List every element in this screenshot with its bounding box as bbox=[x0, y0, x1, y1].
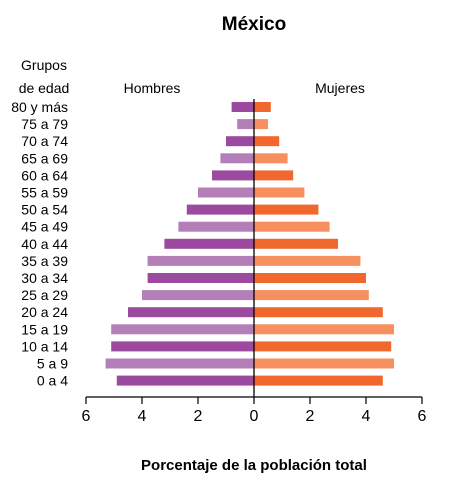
bar-mujeres bbox=[254, 324, 394, 335]
age-group-label: 5 a 9 bbox=[37, 356, 68, 372]
age-group-label: 50 a 54 bbox=[21, 202, 68, 218]
bar-hombres bbox=[226, 136, 254, 147]
bar-mujeres bbox=[254, 358, 394, 369]
x-tick-label: 4 bbox=[138, 408, 147, 425]
age-group-label: 75 a 79 bbox=[21, 116, 68, 132]
bar-mujeres bbox=[254, 153, 288, 164]
age-group-label: 55 a 59 bbox=[21, 185, 68, 201]
bar-mujeres bbox=[254, 102, 271, 112]
bar-hombres bbox=[142, 290, 254, 301]
bar-hombres bbox=[178, 221, 254, 232]
x-tick-label: 6 bbox=[418, 408, 427, 425]
chart-title: México bbox=[222, 14, 286, 35]
bar-hombres bbox=[111, 324, 254, 335]
bar-mujeres bbox=[254, 290, 369, 301]
age-group-label: 15 a 19 bbox=[21, 321, 68, 337]
x-tick-label: 4 bbox=[362, 408, 371, 425]
bar-mujeres bbox=[254, 255, 361, 266]
bar-mujeres bbox=[254, 273, 366, 283]
x-tick-label: 6 bbox=[82, 408, 91, 425]
bar-mujeres bbox=[254, 136, 280, 147]
age-group-label: 65 a 69 bbox=[21, 150, 68, 166]
bar-mujeres bbox=[254, 221, 330, 232]
bar-mujeres bbox=[254, 204, 319, 215]
bar-mujeres bbox=[254, 375, 383, 386]
bar-mujeres bbox=[254, 238, 338, 249]
bar-hombres bbox=[164, 238, 254, 249]
bar-hombres bbox=[198, 187, 254, 198]
bar-hombres bbox=[186, 204, 254, 215]
y-axis-title-line-2: de edad bbox=[19, 80, 70, 96]
age-group-label: 80 y más bbox=[11, 99, 68, 115]
x-tick-label: 2 bbox=[194, 408, 203, 425]
x-tick-label: 2 bbox=[306, 408, 315, 425]
bar-hombres bbox=[231, 102, 254, 112]
x-tick-label: 0 bbox=[250, 408, 259, 425]
age-group-label: 30 a 34 bbox=[21, 270, 68, 286]
bar-hombres bbox=[212, 170, 254, 181]
age-group-label: 40 a 44 bbox=[21, 236, 68, 252]
bar-hombres bbox=[116, 375, 254, 386]
bar-hombres bbox=[147, 255, 254, 266]
bar-hombres bbox=[111, 341, 254, 352]
series-label-left: Hombres bbox=[124, 80, 181, 96]
bar-mujeres bbox=[254, 170, 294, 181]
series-label-right: Mujeres bbox=[315, 80, 365, 96]
age-group-label: 35 a 39 bbox=[21, 253, 68, 269]
bar-mujeres bbox=[254, 187, 305, 198]
bar-hombres bbox=[105, 358, 254, 369]
age-group-label: 60 a 64 bbox=[21, 167, 68, 183]
bar-hombres bbox=[237, 119, 254, 130]
bar-hombres bbox=[128, 307, 254, 318]
age-group-label: 25 a 29 bbox=[21, 287, 68, 303]
y-axis-title-line-1: Grupos bbox=[21, 57, 67, 73]
bar-mujeres bbox=[254, 119, 268, 130]
x-axis-title: Porcentaje de la población total bbox=[141, 457, 367, 474]
age-group-label: 0 a 4 bbox=[37, 373, 68, 389]
bar-hombres bbox=[147, 273, 254, 283]
age-group-label: 45 a 49 bbox=[21, 219, 68, 235]
age-group-label: 20 a 24 bbox=[21, 304, 68, 320]
bar-mujeres bbox=[254, 307, 383, 318]
bar-hombres bbox=[220, 153, 254, 164]
age-group-label: 10 a 14 bbox=[21, 338, 68, 354]
bar-mujeres bbox=[254, 341, 392, 352]
age-group-label: 70 a 74 bbox=[21, 133, 68, 149]
